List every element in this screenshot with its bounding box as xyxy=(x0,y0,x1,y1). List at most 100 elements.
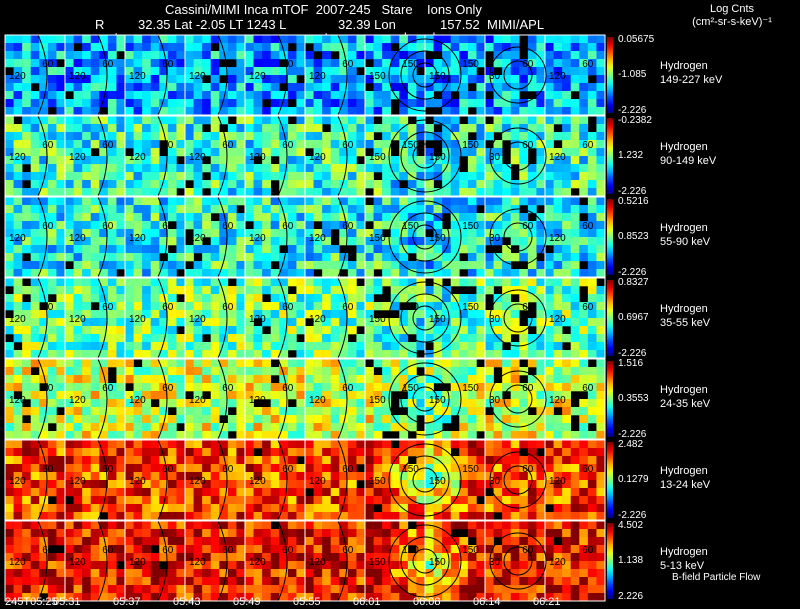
heatmap-cell xyxy=(536,537,546,546)
heatmap-cell xyxy=(399,504,409,513)
heatmap-cell xyxy=(536,415,546,424)
heatmap-cell xyxy=(73,431,83,440)
heatmap-cell xyxy=(73,456,83,465)
heatmap-cell xyxy=(502,334,512,343)
heatmap-cell xyxy=(47,399,57,408)
heatmap-cell xyxy=(193,472,203,481)
heatmap-cell xyxy=(22,326,32,335)
heatmap-cell xyxy=(382,221,392,230)
heatmap-cell xyxy=(236,35,246,44)
heatmap-cell xyxy=(210,83,220,92)
heatmap-cell xyxy=(416,164,426,173)
heatmap-cell xyxy=(476,140,486,149)
heatmap-cell xyxy=(493,383,503,392)
heatmap-cell xyxy=(202,521,212,530)
heatmap-cell xyxy=(305,51,314,60)
heatmap-cell xyxy=(330,75,340,84)
heatmap-cell xyxy=(90,164,100,173)
heatmap-cell xyxy=(442,253,452,262)
heatmap-cell xyxy=(330,180,340,189)
heatmap-cell xyxy=(313,415,323,424)
heatmap-cell xyxy=(99,140,109,149)
heatmap-cell xyxy=(305,350,314,359)
heatmap-cell xyxy=(159,318,169,327)
heatmap-cell xyxy=(322,585,332,594)
heatmap-cell xyxy=(210,148,220,157)
heatmap-cell xyxy=(399,350,409,359)
heatmap-cell xyxy=(553,205,563,214)
heatmap-cell xyxy=(390,83,400,92)
heatmap-cell xyxy=(202,164,212,173)
heatmap-cell xyxy=(253,512,263,521)
heatmap-cell xyxy=(339,529,349,538)
heatmap-cell xyxy=(330,302,340,311)
heatmap-cell xyxy=(210,261,220,270)
heatmap-cell xyxy=(442,431,452,440)
heatmap-cell xyxy=(287,512,297,521)
heatmap-cell xyxy=(450,75,460,84)
heatmap-cell xyxy=(305,342,314,351)
heatmap-cell xyxy=(416,391,426,400)
heatmap-cell xyxy=(545,464,554,473)
heatmap-cell xyxy=(185,156,194,165)
contour-label: 60 xyxy=(42,302,54,313)
heatmap-cell xyxy=(150,359,160,368)
contour-label: 150 xyxy=(429,314,446,325)
heatmap-cell xyxy=(305,577,314,586)
heatmap-cell xyxy=(527,140,537,149)
heatmap-cell xyxy=(90,399,100,408)
heatmap-cell xyxy=(185,213,194,222)
heatmap-cell xyxy=(236,456,246,465)
heatmap-cell xyxy=(22,334,32,343)
heatmap-cell xyxy=(433,480,443,489)
heatmap-cell xyxy=(159,221,169,230)
heatmap-cell xyxy=(373,407,383,416)
heatmap-cell xyxy=(433,237,443,246)
heatmap-cell xyxy=(167,253,177,262)
heatmap-cell xyxy=(519,334,529,343)
heatmap-cell xyxy=(13,375,23,384)
heatmap-cell xyxy=(407,383,417,392)
heatmap-cell xyxy=(47,488,57,497)
heatmap-cell xyxy=(313,431,323,440)
heatmap-cell xyxy=(476,99,486,108)
heatmap-cell xyxy=(65,278,74,287)
heatmap-cell xyxy=(125,51,134,60)
heatmap-cell xyxy=(99,294,109,303)
heatmap-cell xyxy=(82,496,92,505)
heatmap-cell xyxy=(407,448,417,457)
heatmap-cell xyxy=(553,99,563,108)
contour-label: 120 xyxy=(9,395,26,406)
heatmap-cell xyxy=(125,75,134,84)
heatmap-cell xyxy=(313,456,323,465)
heatmap-cell xyxy=(159,99,169,108)
heatmap-cell xyxy=(562,91,572,100)
heatmap-cell xyxy=(570,205,580,214)
heatmap-cell xyxy=(399,205,409,214)
heatmap-cell xyxy=(493,569,503,578)
heatmap-cell xyxy=(570,229,580,238)
heatmap-cell xyxy=(476,399,486,408)
x-tick-label: 06:21 xyxy=(533,596,561,608)
heatmap-cell xyxy=(493,75,503,84)
heatmap-cell xyxy=(519,472,529,481)
heatmap-cell xyxy=(450,464,460,473)
heatmap-cell xyxy=(253,577,263,586)
heatmap-cell xyxy=(253,99,263,108)
heatmap-cell xyxy=(545,318,554,327)
heatmap-cell xyxy=(245,107,254,116)
heatmap-cell xyxy=(90,310,100,319)
heatmap-cell xyxy=(270,456,280,465)
heatmap-cell xyxy=(579,302,589,311)
heatmap-cell xyxy=(125,35,134,44)
heatmap-cell xyxy=(296,286,306,295)
heatmap-cell xyxy=(270,253,280,262)
contour-label: 60 xyxy=(342,383,354,394)
heatmap-cell xyxy=(519,488,529,497)
heatmap-cell xyxy=(365,529,374,538)
contour-label: 150 xyxy=(429,476,446,487)
heatmap-cell xyxy=(442,496,452,505)
heatmap-cell xyxy=(159,407,169,416)
heatmap-cell xyxy=(382,172,392,181)
heatmap-cell xyxy=(442,585,452,594)
